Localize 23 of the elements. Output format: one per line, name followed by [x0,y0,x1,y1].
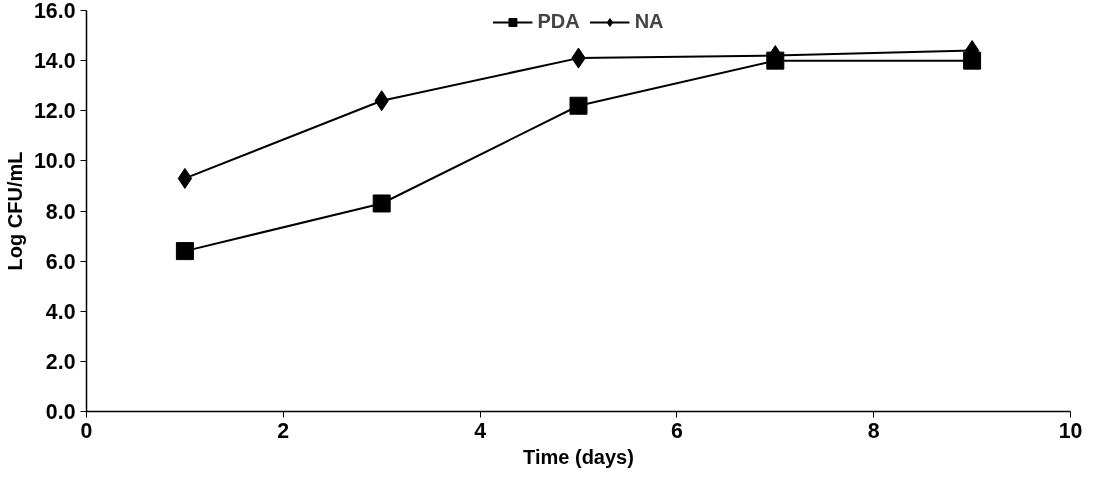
x-tick-label: 8 [867,418,880,443]
y-tick-label: 8.0 [45,199,76,224]
x-tick-label: 4 [474,418,487,443]
x-axis-title: Time (days) [523,445,634,468]
x-tick-label: 0 [80,418,93,443]
y-tick-label: 12.0 [33,99,76,124]
y-tick-label: 4.0 [45,299,76,324]
legend-label: PDA [537,10,580,33]
point [177,167,193,189]
y-tick-label: 0.0 [45,400,76,424]
x-tick-label: 10 [1058,418,1083,443]
y-tick-label: 16.0 [33,0,76,23]
y-tick-label: 2.0 [45,349,76,374]
point [175,242,194,261]
y-tick-label: 10.0 [33,149,76,174]
point [569,96,588,115]
x-tick-label: 6 [670,418,683,443]
legend-label: NA [634,10,664,33]
point [372,194,391,213]
x-tick-label: 2 [277,418,290,443]
y-tick-label: 14.0 [33,49,76,74]
y-tick-label: 6.0 [45,249,76,274]
y-axis-title: Log CFU/mL [3,151,26,271]
